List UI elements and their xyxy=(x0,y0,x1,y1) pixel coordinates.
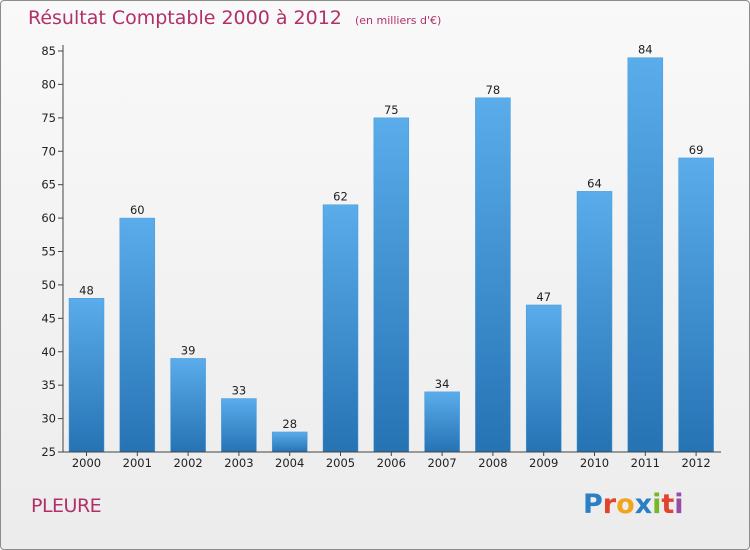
commune-name: PLEURE xyxy=(31,495,102,517)
proxiti-logo: Proxiti xyxy=(583,489,684,520)
bar-2010 xyxy=(576,191,613,453)
x-tick-label-2011: 2011 xyxy=(631,456,660,470)
x-axis: 2000 2001 2002 2003 2004 2005 2006 2007 2008 2009… xyxy=(63,451,721,470)
bars: 48 60 39 33 28 62 75 34 78 47 64 84 69 xyxy=(68,43,714,453)
data-label-2009: 47 xyxy=(536,290,551,304)
data-label-2010: 64 xyxy=(587,176,602,190)
data-label-2000: 48 xyxy=(79,283,94,297)
data-label-2012: 69 xyxy=(689,143,704,157)
x-tick-label-2002: 2002 xyxy=(173,456,202,470)
y-tick-label: 40 xyxy=(41,345,56,359)
x-tick-label-2008: 2008 xyxy=(478,456,507,470)
x-tick-label-2006: 2006 xyxy=(377,456,406,470)
bar-2002 xyxy=(170,358,206,453)
y-tick-label: 75 xyxy=(41,111,56,125)
y-tick-label: 65 xyxy=(41,178,56,192)
y-tick-label: 50 xyxy=(41,278,56,292)
y-tick-label: 55 xyxy=(41,245,56,259)
bar-2007 xyxy=(424,391,460,453)
data-label-2005: 62 xyxy=(333,190,348,204)
data-label-2004: 28 xyxy=(282,417,297,431)
bar-2008 xyxy=(475,97,511,453)
y-tick-label: 35 xyxy=(41,378,56,392)
y-tick-label: 30 xyxy=(41,412,56,426)
y-tick-label: 25 xyxy=(41,445,56,459)
x-tick-label-2010: 2010 xyxy=(580,456,609,470)
logo-letter: P xyxy=(583,489,603,520)
bar-2005 xyxy=(322,204,359,453)
bar-2000 xyxy=(68,298,105,453)
bar-2009 xyxy=(525,304,562,453)
data-label-2006: 75 xyxy=(384,103,399,117)
x-tick-label-2005: 2005 xyxy=(326,456,355,470)
y-tick-label: 70 xyxy=(41,144,56,158)
y-tick-label: 85 xyxy=(41,44,56,58)
bar-2012 xyxy=(678,157,714,453)
bar-2004 xyxy=(271,431,308,453)
x-tick-label-2009: 2009 xyxy=(529,456,558,470)
data-label-2001: 60 xyxy=(130,203,145,217)
chart-title-unit: (en milliers d'€) xyxy=(354,14,442,27)
x-tick-label-2003: 2003 xyxy=(224,456,253,470)
x-tick-label-2007: 2007 xyxy=(427,456,456,470)
data-label-2011: 84 xyxy=(638,43,653,57)
logo-letter: x xyxy=(634,489,653,520)
bar-2001 xyxy=(119,217,156,453)
data-label-2008: 78 xyxy=(486,83,501,97)
logo-letter: o xyxy=(616,489,635,520)
y-axis: 25 30 35 40 45 50 55 60 65 70 75 80 85 xyxy=(41,44,64,459)
y-tick-label: 60 xyxy=(41,211,56,225)
bar-2003 xyxy=(221,398,257,453)
x-tick-label-2004: 2004 xyxy=(275,456,304,470)
logo-letter: t xyxy=(661,489,675,520)
y-tick-label: 80 xyxy=(41,77,56,91)
data-label-2007: 34 xyxy=(435,377,450,391)
data-label-2003: 33 xyxy=(232,384,247,398)
data-label-2002: 39 xyxy=(181,343,196,357)
logo-letter: r xyxy=(602,489,617,520)
bar-2011 xyxy=(627,57,664,453)
x-tick-label-2001: 2001 xyxy=(123,456,152,470)
x-tick-label-2012: 2012 xyxy=(681,456,710,470)
y-tick-label: 45 xyxy=(41,311,56,325)
x-tick-label-2000: 2000 xyxy=(72,456,101,470)
logo-letter: i xyxy=(674,489,684,520)
chart-title-main: Résultat Comptable 2000 à 2012 xyxy=(28,7,342,29)
bar-2006 xyxy=(373,117,410,453)
chart-title: Résultat Comptable 2000 à 2012 (en milli… xyxy=(28,7,441,29)
logo-letter: i xyxy=(652,489,662,520)
